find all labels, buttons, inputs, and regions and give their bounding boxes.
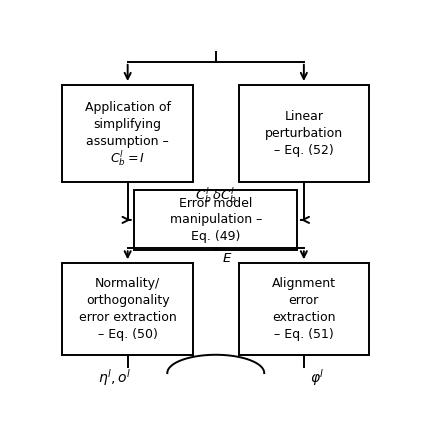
FancyBboxPatch shape bbox=[62, 85, 193, 182]
Text: $\eta^l, o^l$: $\eta^l, o^l$ bbox=[98, 368, 131, 389]
Text: $C_b^l$: $C_b^l$ bbox=[195, 186, 211, 205]
Text: $E$: $E$ bbox=[222, 253, 233, 266]
Text: Eq. (49): Eq. (49) bbox=[191, 230, 240, 243]
Text: $C_b^l = I$: $C_b^l = I$ bbox=[110, 149, 145, 168]
FancyBboxPatch shape bbox=[62, 263, 193, 355]
Text: error: error bbox=[289, 294, 319, 307]
Text: perturbation: perturbation bbox=[265, 127, 343, 140]
Text: Linear: Linear bbox=[284, 110, 323, 123]
Text: Application of: Application of bbox=[85, 101, 171, 115]
FancyBboxPatch shape bbox=[134, 190, 297, 250]
FancyBboxPatch shape bbox=[239, 263, 369, 355]
Text: $\delta C_b^l$: $\delta C_b^l$ bbox=[212, 186, 237, 205]
Text: – Eq. (50): – Eq. (50) bbox=[98, 328, 157, 341]
Text: extraction: extraction bbox=[272, 311, 336, 324]
Text: Normality/: Normality/ bbox=[95, 277, 160, 290]
Text: – Eq. (51): – Eq. (51) bbox=[274, 328, 334, 341]
Text: manipulation –: manipulation – bbox=[170, 213, 262, 226]
Text: $\varphi^l$: $\varphi^l$ bbox=[310, 368, 324, 389]
Text: assumption –: assumption – bbox=[86, 135, 169, 148]
Text: orthogonality: orthogonality bbox=[86, 294, 170, 307]
Text: error extraction: error extraction bbox=[79, 311, 176, 324]
Text: Alignment: Alignment bbox=[272, 277, 336, 290]
Text: Error model: Error model bbox=[179, 197, 253, 210]
FancyBboxPatch shape bbox=[239, 85, 369, 182]
Text: – Eq. (52): – Eq. (52) bbox=[274, 144, 334, 157]
Text: simplifying: simplifying bbox=[93, 118, 162, 131]
